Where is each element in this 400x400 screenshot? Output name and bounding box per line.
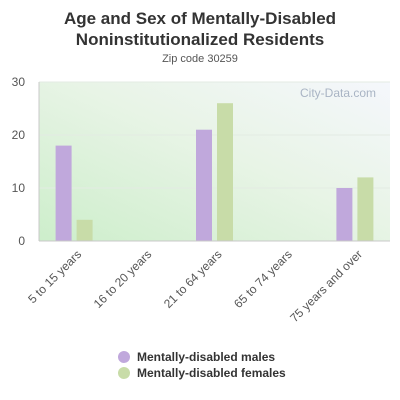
x-tick-label-0: 5 to 15 years bbox=[25, 247, 84, 306]
y-tick-label-1: 10 bbox=[12, 181, 26, 195]
bar-females-4 bbox=[357, 177, 374, 241]
legend-swatch-males bbox=[118, 351, 130, 363]
bar-males-4 bbox=[336, 188, 353, 241]
bar-males-2 bbox=[196, 129, 212, 241]
legend: Mentally-disabled males Mentally-disable… bbox=[118, 349, 286, 381]
y-tick-label-3: 30 bbox=[12, 75, 26, 89]
chart-title: Age and Sex of Mentally-Disabled Noninst… bbox=[0, 8, 400, 50]
y-tick-label-0: 0 bbox=[18, 234, 25, 248]
x-tick-label-2: 21 to 64 years bbox=[161, 247, 225, 311]
watermark-text: City-Data.com bbox=[300, 86, 376, 100]
y-tick-label-2: 20 bbox=[12, 128, 26, 142]
legend-item-females: Mentally-disabled females bbox=[118, 365, 286, 381]
legend-item-males: Mentally-disabled males bbox=[118, 349, 286, 365]
grid-lines bbox=[39, 81, 390, 189]
bar-females-2 bbox=[217, 103, 233, 241]
bar-males-0 bbox=[55, 145, 72, 241]
chart-title-line-1: Age and Sex of Mentally-Disabled bbox=[63, 9, 337, 28]
bar-females-0 bbox=[76, 219, 93, 241]
legend-label-females: Mentally-disabled females bbox=[137, 366, 286, 380]
chart-subtitle: Zip code 30259 bbox=[162, 53, 238, 65]
x-tick-label-1: 16 to 20 years bbox=[91, 247, 155, 311]
legend-swatch-females bbox=[118, 367, 130, 379]
plot-area bbox=[39, 82, 390, 241]
bars bbox=[55, 103, 374, 241]
legend-label-males: Mentally-disabled males bbox=[137, 350, 276, 364]
x-tick-label-4: 75 years and over bbox=[287, 247, 365, 325]
chart-title-line-2: Noninstitutionalized Residents bbox=[75, 30, 325, 49]
x-tick-label-3: 65 to 74 years bbox=[231, 247, 295, 311]
